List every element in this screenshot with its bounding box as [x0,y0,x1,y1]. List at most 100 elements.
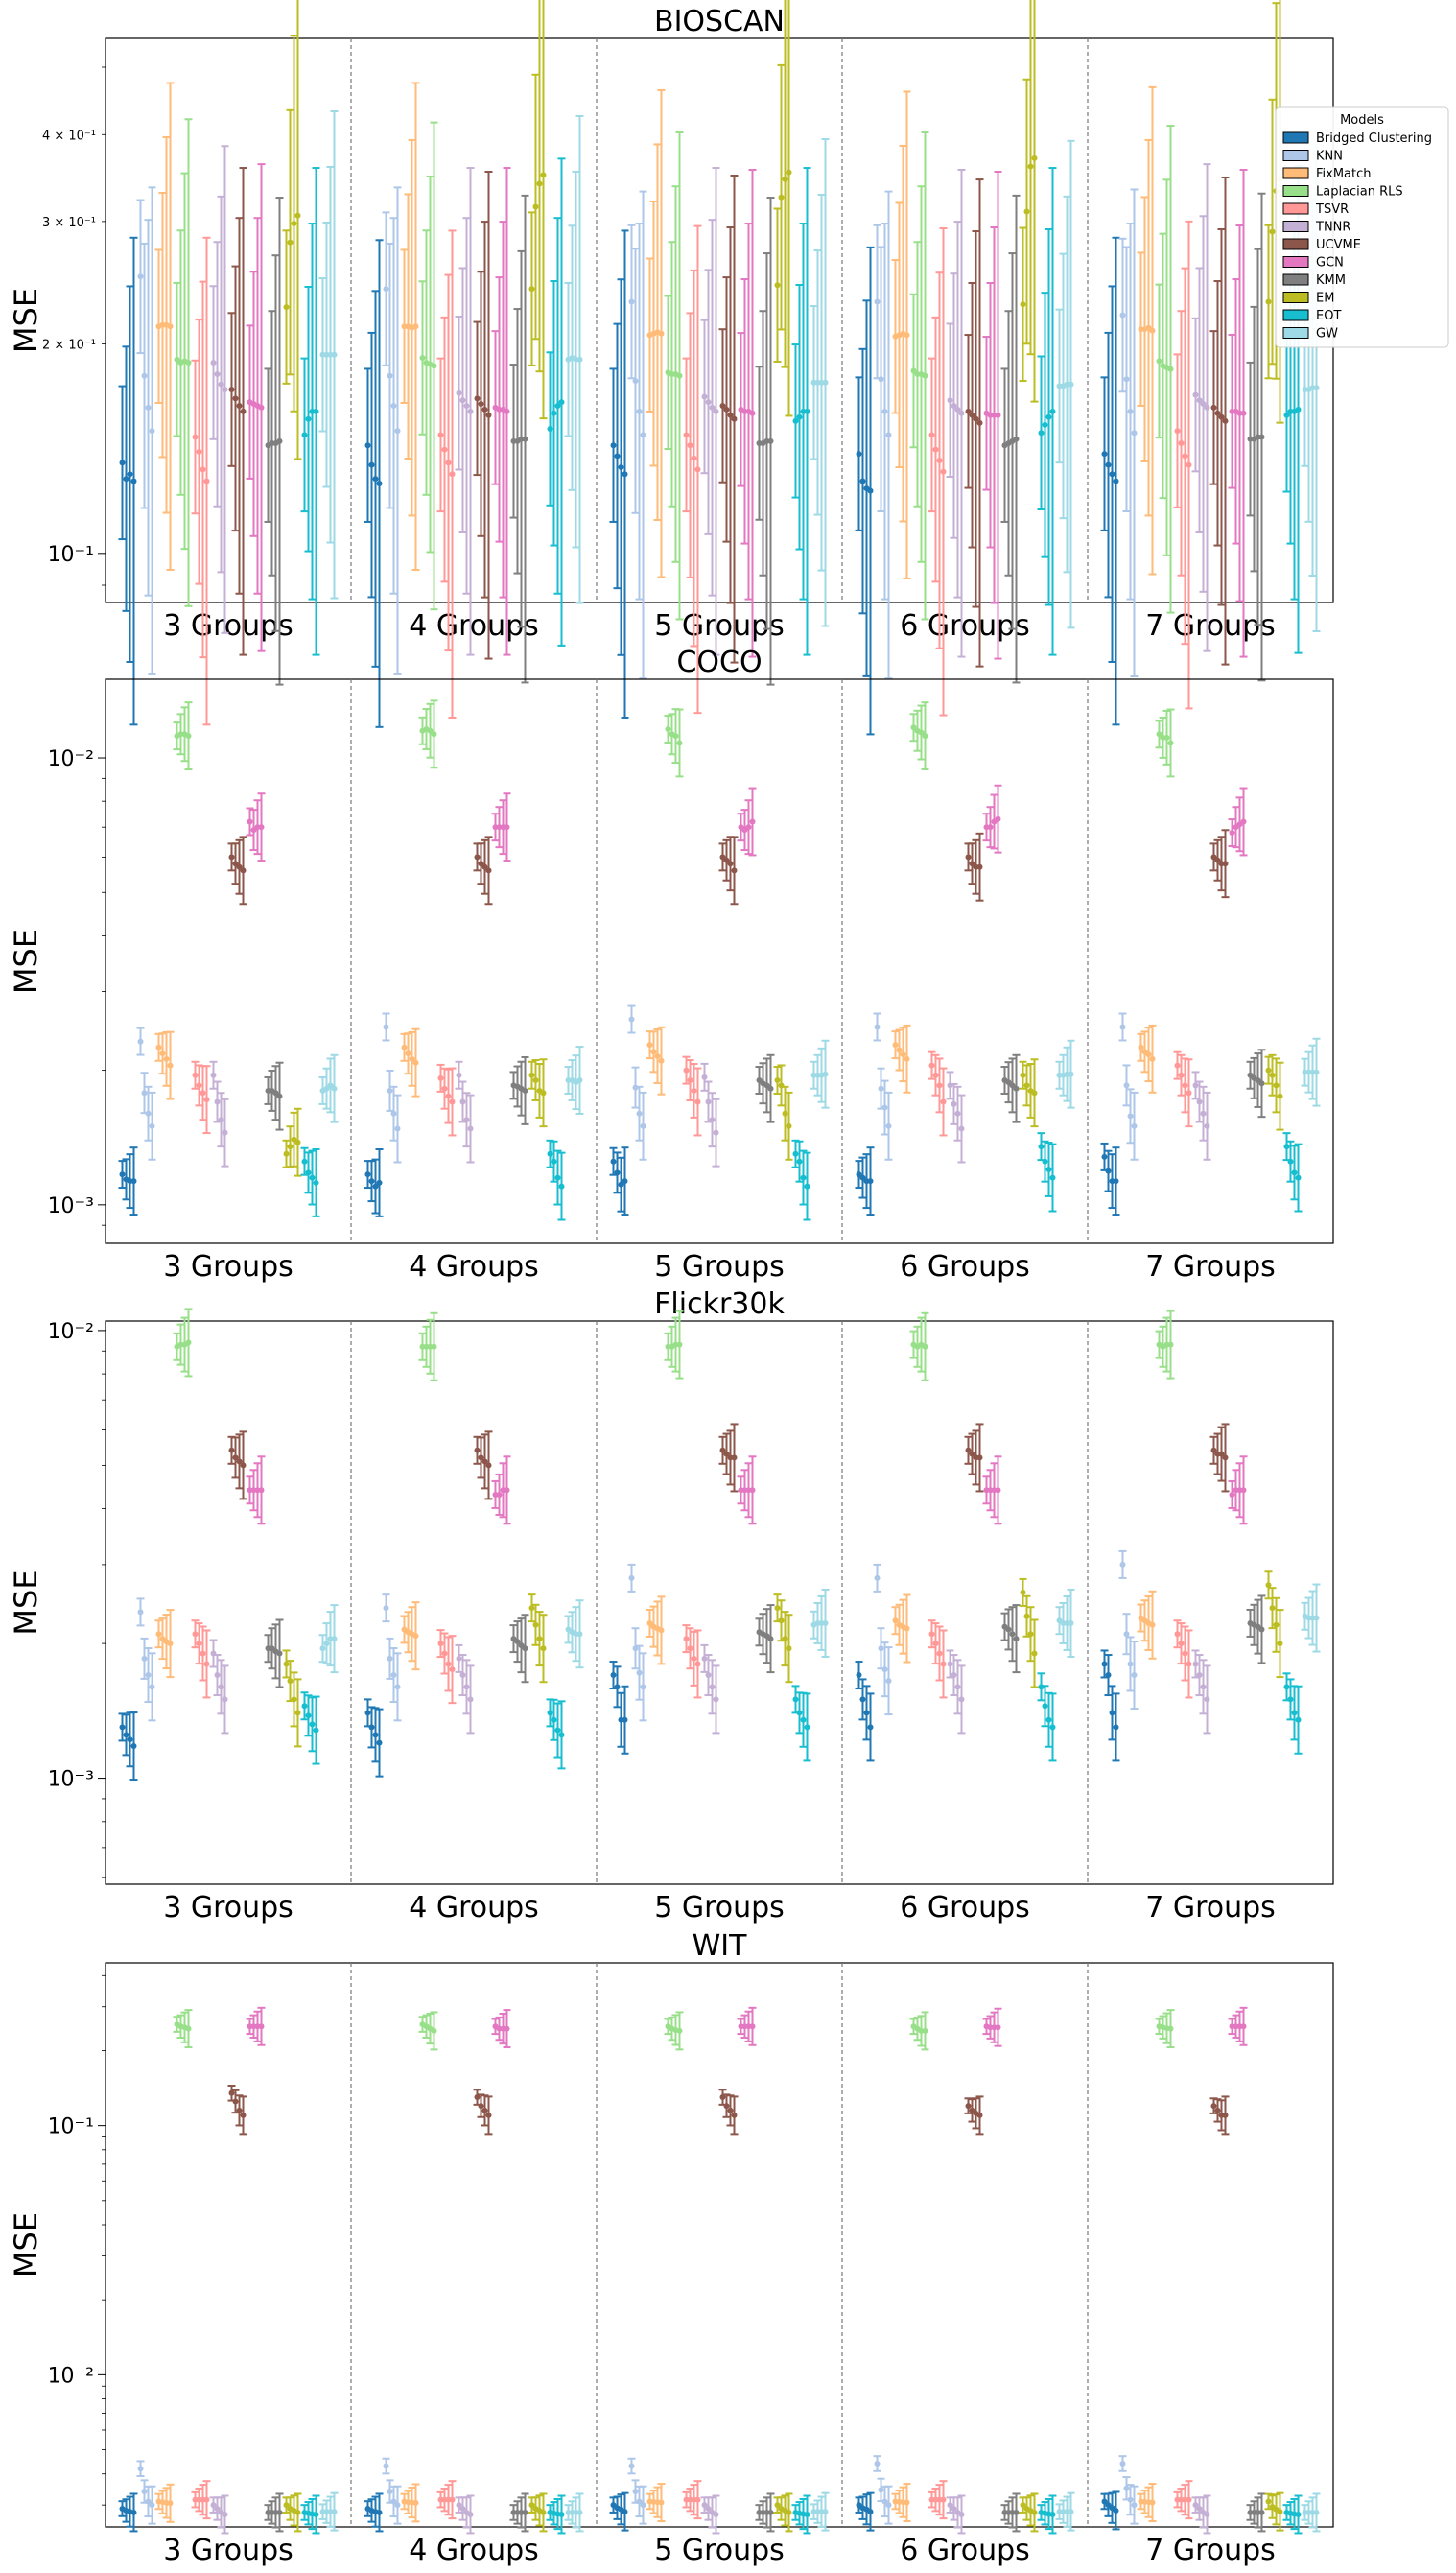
group-label: 7 Groups [1145,2534,1276,2567]
data-point [628,1016,635,1023]
data-point [1229,1491,1235,1498]
data-point [1123,1631,1130,1638]
data-point [723,406,730,413]
data-point [804,2511,810,2517]
y-tick-label: 10⁻¹ [48,543,94,567]
legend-entry-label: Laplacian RLS [1316,185,1403,200]
data-point [1109,471,1115,478]
data-point [951,2505,957,2512]
data-point [709,404,716,411]
data-point [976,419,983,426]
data-point [976,863,983,870]
data-point [1138,1044,1144,1050]
data-point [390,2498,397,2505]
data-point [786,2509,792,2515]
data-point [305,1712,312,1719]
data-point [878,1645,884,1652]
data-point [658,330,665,337]
data-point [376,1179,383,1186]
data-point [1295,406,1302,413]
y-tick-label: 3 × 10⁻¹ [42,216,96,230]
data-point [1196,1098,1203,1105]
data-point [1277,1093,1283,1099]
data-point [1291,1710,1298,1716]
data-point [1068,1071,1074,1077]
data-point [445,460,452,466]
legend-swatch [1282,327,1309,339]
data-point [1255,1077,1261,1084]
data-point [719,402,726,409]
data-point [965,2103,972,2110]
data-point [1027,163,1034,170]
data-point [804,1183,810,1190]
data-point [701,1074,708,1080]
data-point [558,2511,565,2517]
data-point [940,2496,947,2503]
data-point [922,372,928,379]
data-point [782,1110,788,1117]
data-point [258,1487,265,1494]
data-point [822,1071,829,1077]
data-point [551,410,557,416]
data-point [276,2509,283,2515]
data-point [859,1696,866,1703]
data-point [364,1171,371,1178]
data-point [376,2509,383,2515]
data-point [719,1447,726,1453]
legend-box [1275,106,1449,348]
data-point [640,2502,646,2509]
data-point [705,1098,712,1105]
data-point [214,1672,221,1679]
data-point [437,1074,444,1081]
data-point [1013,2509,1020,2515]
data-point [745,824,752,831]
data-point [1031,1090,1038,1097]
data-point [1145,1051,1152,1058]
data-point [749,2023,756,2030]
data-point [676,2027,683,2034]
data-point [222,1129,228,1136]
data-point [467,2511,474,2517]
data-point [305,1169,312,1176]
data-point [885,1678,892,1685]
data-point [1240,410,1247,416]
legend-swatch [1282,273,1309,286]
data-point [922,733,928,740]
data-point [485,2112,492,2118]
data-point [313,2511,319,2517]
data-point [867,1724,874,1731]
data-point [1258,434,1265,440]
data-point [149,428,155,435]
data-point [881,2498,888,2505]
data-point [214,1098,221,1105]
data-point [236,402,243,409]
data-point [610,1158,617,1165]
data-point [1240,2023,1247,2030]
data-point [192,1631,199,1638]
data-point [496,1491,503,1498]
data-point [141,2489,148,2495]
data-point [1196,2505,1203,2512]
data-point [145,1110,152,1117]
y-tick-label: 10⁻² [48,2364,94,2388]
data-point [1013,1636,1020,1642]
data-point [240,408,247,414]
data-point [767,1636,774,1642]
data-point [1045,1166,1052,1172]
data-point [463,1117,470,1123]
data-point [1210,2103,1217,2110]
legend-entry-label: GCN [1316,256,1344,271]
panel-title: COCO [676,646,762,679]
data-point [528,1072,535,1078]
data-point [618,464,624,471]
data-point [778,194,785,201]
data-point [387,1655,393,1662]
legend-swatch [1282,131,1309,144]
data-point [640,432,646,438]
data-point [1313,385,1320,391]
data-point [1182,1082,1188,1089]
group-label: 4 Groups [409,2534,539,2567]
data-point [437,1641,444,1647]
data-point [528,2502,535,2509]
data-point [885,432,892,438]
